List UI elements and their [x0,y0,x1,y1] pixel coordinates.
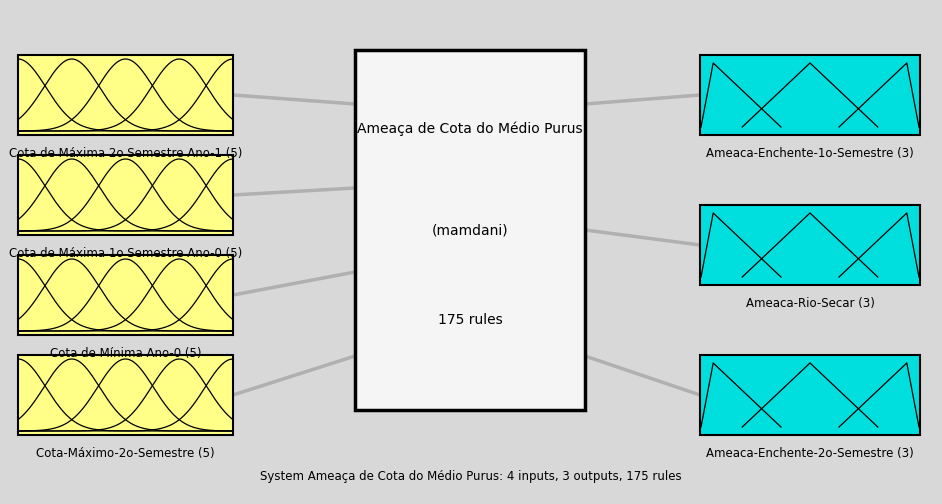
Text: Cota de Mínima Ano-0 (5): Cota de Mínima Ano-0 (5) [50,347,202,360]
Bar [18,255,233,335]
Text: System Ameaça de Cota do Médio Purus: 4 inputs, 3 outputs, 175 rules: System Ameaça de Cota do Médio Purus: 4 … [260,470,682,483]
Text: Cota de Máxima 1o Semestre Ano-0 (5): Cota de Máxima 1o Semestre Ano-0 (5) [8,247,242,260]
Text: Cota de Máxima 2o Semestre Ano-1 (5): Cota de Máxima 2o Semestre Ano-1 (5) [8,147,242,160]
Text: Ameaca-Enchente-1o-Semestre (3): Ameaca-Enchente-1o-Semestre (3) [706,147,914,160]
Bar [18,55,233,135]
Bar [700,55,920,135]
Bar [355,50,585,410]
Text: (mamdani): (mamdani) [431,223,509,237]
Text: Ameaca-Enchente-2o-Semestre (3): Ameaca-Enchente-2o-Semestre (3) [706,447,914,460]
Bar [18,155,233,235]
Bar [700,355,920,435]
Text: 175 rules: 175 rules [438,313,502,327]
Text: Cota-Máximo-2o-Semestre (5): Cota-Máximo-2o-Semestre (5) [36,447,215,460]
Bar [18,355,233,435]
Text: Ameaça de Cota do Médio Purus: Ameaça de Cota do Médio Purus [357,122,583,137]
Text: Ameaca-Rio-Secar (3): Ameaca-Rio-Secar (3) [745,297,874,310]
Bar [700,205,920,285]
